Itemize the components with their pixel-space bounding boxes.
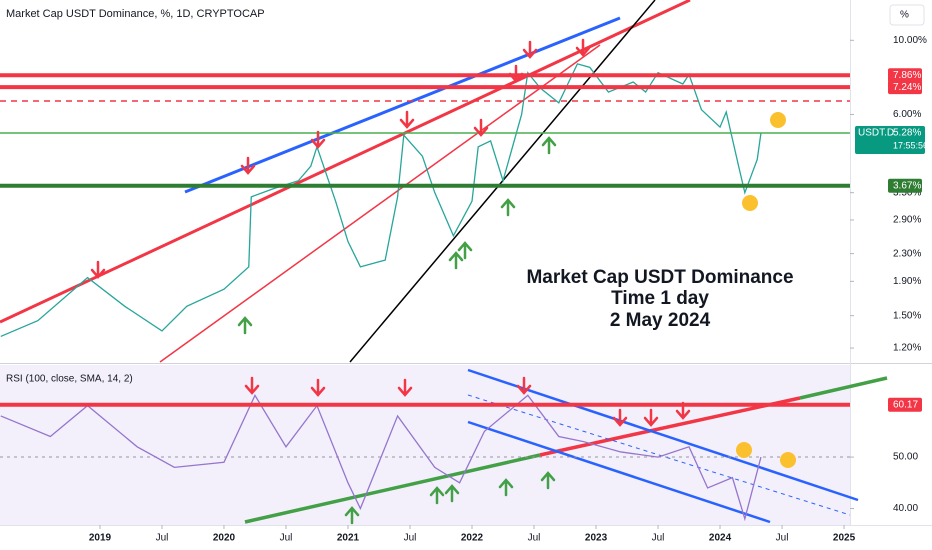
rsi-title: RSI (100, close, SMA, 14, 2) [6, 374, 133, 385]
last-price-box [855, 125, 925, 154]
x-tick-label: Jul [280, 533, 293, 544]
emoji [742, 195, 758, 211]
y-tick-label: 6.00% [893, 109, 921, 120]
y-tick-label: 1.50% [893, 310, 921, 321]
y-tick-label: 40.00 [893, 503, 918, 514]
level-box [888, 80, 922, 95]
arrow [444, 484, 460, 503]
trend-line [159, 44, 601, 363]
arrow [500, 198, 516, 217]
emoji [770, 112, 786, 128]
rsi-channel [467, 420, 771, 524]
x-tick-label: 2021 [337, 533, 360, 544]
level-label: 7.86% [893, 70, 921, 81]
level-label: 60.17 [893, 399, 918, 410]
rsi-trend-line [539, 396, 801, 457]
arrow [457, 241, 473, 260]
rsi-trend-line [244, 453, 541, 524]
arrow [612, 408, 628, 427]
x-tick-label: 2024 [709, 533, 732, 544]
symbol-label: USDT.D [858, 128, 894, 139]
arrow [473, 118, 489, 137]
y-tick-label: 2.30% [893, 248, 921, 259]
rsi-channel [467, 368, 859, 502]
emoji [736, 442, 752, 458]
level-label: 3.67% [893, 180, 921, 191]
rsi-channel-mid [467, 394, 851, 516]
level-box [888, 178, 922, 193]
annotation: Market Cap USDT Dominance [526, 267, 793, 288]
arrow [675, 401, 691, 420]
annotation: 2 May 2024 [610, 310, 711, 331]
arrow [541, 136, 557, 155]
y-tick-label: 50.00 [893, 452, 918, 463]
countdown: 17:55:56 [893, 140, 928, 150]
x-tick-label: Jul [776, 533, 789, 544]
arrow [429, 486, 445, 505]
level-box [888, 397, 922, 412]
arrow [498, 478, 514, 497]
x-tick-label: Jul [528, 533, 541, 544]
rsi-trend-line [799, 376, 888, 400]
arrow [399, 110, 415, 129]
arrow [448, 251, 464, 270]
x-tick-label: 2020 [213, 533, 236, 544]
arrow [310, 378, 326, 397]
arrow [90, 260, 106, 279]
y-tick-label: 1.20% [893, 343, 921, 354]
arrow [240, 156, 256, 175]
x-tick-label: Jul [404, 533, 417, 544]
x-tick-label: 2022 [461, 533, 484, 544]
x-tick-label: 2025 [833, 533, 856, 544]
x-tick-label: 2023 [585, 533, 608, 544]
y-tick-label: 10.00% [893, 35, 927, 46]
rsi-pane [0, 365, 850, 525]
chart-title: Market Cap USDT Dominance, %, 1D, CRYPTO… [6, 8, 265, 20]
level-label: 7.24% [893, 82, 921, 93]
scale-button[interactable] [889, 4, 925, 26]
arrow [643, 408, 659, 427]
y-tick-label: 1.90% [893, 276, 921, 287]
trend-line [184, 16, 621, 194]
arrow [344, 506, 360, 525]
series-line [0, 63, 762, 338]
level-box [888, 68, 922, 83]
x-tick-label: Jul [652, 533, 665, 544]
arrow [244, 376, 260, 395]
x-tick-label: 2019 [89, 533, 112, 544]
y-tick-label: 2.90% [893, 215, 921, 226]
scale-button-label[interactable]: % [900, 10, 909, 21]
arrow [516, 376, 532, 395]
arrow [397, 378, 413, 397]
arrow [522, 40, 538, 59]
trend-line [0, 0, 691, 324]
arrow [540, 471, 556, 490]
y-tick-label: 3.50% [893, 187, 921, 198]
annotation: Time 1 day [611, 288, 709, 309]
arrow [310, 130, 326, 149]
drawings [0, 0, 888, 524]
last-price-label: 5.28% [893, 128, 921, 139]
emoji [780, 452, 796, 468]
arrow [237, 316, 253, 335]
x-tick-label: Jul [156, 533, 169, 544]
series-line [0, 393, 762, 522]
arrow [575, 38, 591, 57]
arrow [508, 64, 524, 83]
